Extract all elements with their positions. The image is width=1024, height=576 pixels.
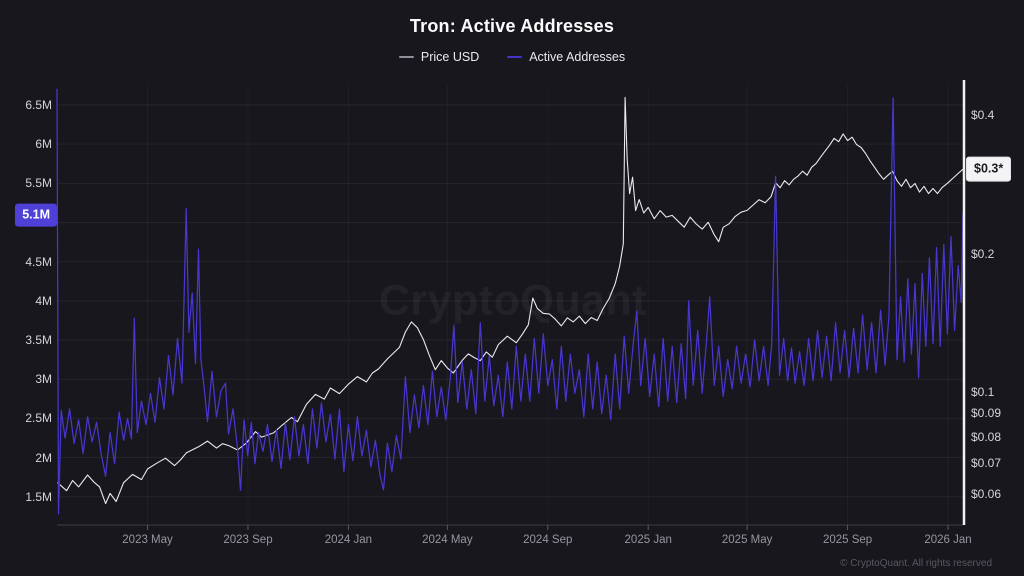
right-axis-tick-label: $0.08 <box>971 429 1002 444</box>
x-axis-tick-label: 2025 Sep <box>822 534 873 546</box>
left-axis-tick-label: 4M <box>35 293 52 308</box>
left-axis-tick-label: 6.5M <box>25 97 52 112</box>
x-axis-tick-label: 2023 Sep <box>223 534 273 546</box>
legend: Price USD Active Addresses <box>0 50 1024 64</box>
right-axis-tick-label: $0.2 <box>971 246 995 261</box>
legend-item-active-addresses[interactable]: Active Addresses <box>507 50 625 64</box>
active-addresses-value-badge: 5.1M <box>15 203 57 227</box>
right-axis-tick-label: $0.07 <box>971 456 1002 471</box>
x-axis-tick-label: 2024 Sep <box>523 534 573 546</box>
left-axis-tick-label: 3.5M <box>25 333 52 348</box>
price-value-badge: $0.3* <box>966 156 1012 182</box>
page-title: Tron: Active Addresses <box>409 16 615 36</box>
right-axis-tick-label: $0.06 <box>971 487 1002 502</box>
x-axis-tick-label: 2024 May <box>422 534 473 546</box>
legend-item-price[interactable]: Price USD <box>398 50 480 64</box>
left-axis-tick-label: 2M <box>35 450 52 465</box>
x-axis-tick-label: 2023 May <box>122 534 173 546</box>
x-axis-tick-label: 2024 Jan <box>324 534 373 546</box>
left-axis-tick-label: 4.5M <box>25 254 52 269</box>
copyright-notice: © CryptoQuant. All rights reserved <box>840 558 992 569</box>
legend-label-active-addresses: Active Addresses <box>529 50 626 64</box>
price-line-dash-icon <box>398 56 414 58</box>
x-axis-tick-label: 2026 Jan <box>924 534 972 546</box>
left-axis-tick-label: 2.5M <box>25 411 52 426</box>
x-axis-tick-label: 2025 May <box>721 534 773 546</box>
addresses-line-dash-icon <box>507 56 523 58</box>
active-addresses-line <box>56 88 964 515</box>
left-axis-tick-label: 1.5M <box>25 489 52 504</box>
right-axis-tick-label: $0.1 <box>971 385 995 399</box>
right-axis-tick-label: $0.09 <box>971 406 1002 421</box>
x-axis-tick-label: 2025 Jan <box>624 534 672 546</box>
left-axis-tick-label: 5.5M <box>25 176 52 191</box>
legend-label-price: Price USD <box>420 50 480 64</box>
right-axis-tick-label: $0.4 <box>971 108 995 123</box>
price-usd-line <box>57 96 964 505</box>
left-axis-tick-label: 6M <box>35 137 52 152</box>
left-axis-tick-label: 3M <box>35 372 52 387</box>
